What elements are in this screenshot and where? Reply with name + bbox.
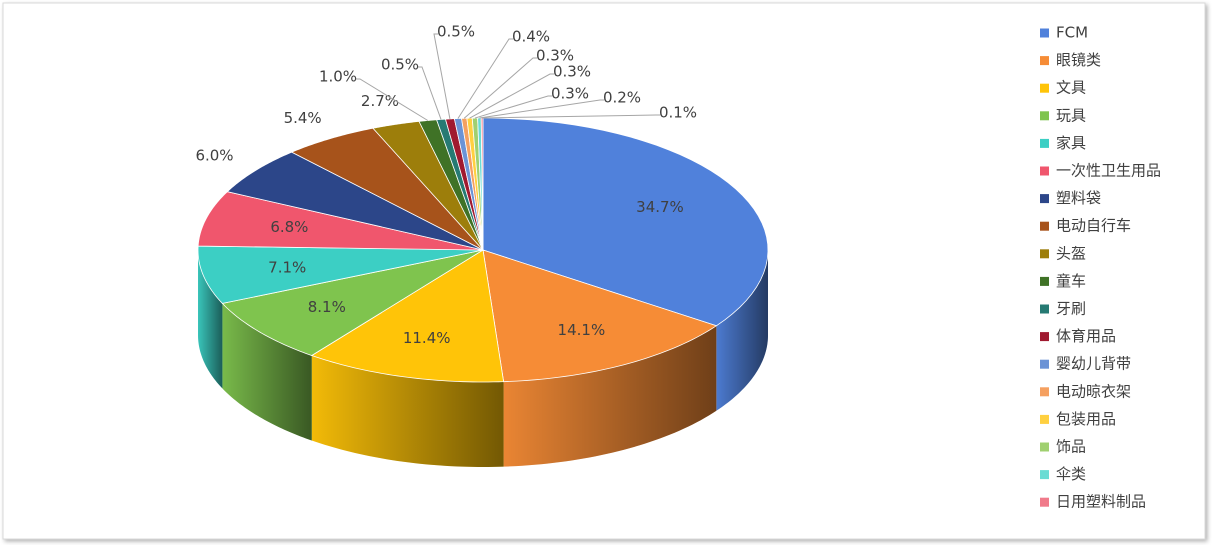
slice-side-shade — [222, 303, 312, 441]
legend-label: 文具 — [1056, 79, 1086, 97]
data-label: 14.1% — [558, 321, 606, 339]
legend-swatch — [1040, 221, 1049, 231]
data-label: 5.4% — [284, 109, 322, 127]
legend-label: 眼镜类 — [1056, 51, 1101, 69]
slice-side-shade — [716, 250, 768, 411]
leader-line — [469, 73, 554, 119]
slice — [197, 191, 484, 251]
slice — [482, 249, 718, 383]
legend-swatch — [1040, 194, 1049, 204]
legend-swatch — [1040, 276, 1049, 286]
data-label: 6.0% — [195, 147, 233, 165]
leader-line — [418, 66, 442, 120]
legend-swatch — [1040, 138, 1049, 148]
slice — [471, 117, 484, 251]
leader-line — [433, 33, 451, 119]
slice — [197, 245, 484, 304]
slice — [226, 151, 484, 251]
slice — [310, 249, 505, 383]
data-label: 6.8% — [270, 218, 308, 236]
slice — [221, 249, 484, 356]
legend-label: 包装用品 — [1056, 410, 1116, 428]
legend-swatch — [1040, 111, 1049, 121]
legend-swatch — [1040, 83, 1049, 93]
legend-label: 饰品 — [1056, 438, 1086, 456]
data-label: 34.7% — [636, 198, 684, 216]
legend-label: 童车 — [1056, 272, 1086, 290]
legend-swatch — [1040, 56, 1049, 66]
legend-swatch — [1040, 166, 1049, 176]
legend-swatch — [1040, 249, 1049, 259]
legend-swatch — [1040, 387, 1049, 397]
data-label: 0.3% — [553, 63, 591, 81]
data-label: 1.0% — [319, 68, 357, 86]
legend-label: FCM — [1056, 24, 1088, 42]
slice — [466, 117, 484, 251]
slice-side-shade — [198, 250, 223, 389]
legend-label: 日用塑料制品 — [1056, 493, 1146, 511]
data-label: 0.3% — [536, 47, 574, 65]
data-label: 8.1% — [308, 298, 346, 316]
slice — [372, 120, 484, 251]
data-label: 0.5% — [381, 56, 419, 74]
data-label: 0.1% — [659, 104, 697, 122]
legend-swatch — [1040, 414, 1049, 424]
slice-side-shade — [503, 325, 717, 467]
legend-label: 塑料袋 — [1056, 189, 1101, 207]
slice — [290, 127, 484, 251]
legend-label: 一次性卫生用品 — [1056, 162, 1161, 180]
legend-label: 伞类 — [1056, 465, 1086, 483]
legend-label: 头盔 — [1056, 244, 1086, 262]
leader-line — [479, 99, 604, 119]
slice — [461, 117, 484, 251]
legend-label: 家具 — [1056, 134, 1086, 152]
slice-side-shade — [311, 355, 504, 467]
leader-line — [356, 78, 429, 121]
legend-label: 婴幼儿背带 — [1056, 355, 1131, 373]
data-label: 0.2% — [603, 89, 641, 107]
legend-label: 电动晾衣架 — [1056, 382, 1131, 400]
data-label: 7.1% — [268, 258, 306, 276]
legend-label: 电动自行车 — [1056, 217, 1131, 235]
legend-swatch — [1040, 442, 1049, 452]
legend-swatch — [1040, 497, 1049, 507]
slice — [482, 117, 769, 327]
legend-swatch — [1040, 470, 1049, 480]
leader-line — [474, 95, 552, 119]
data-label: 0.5% — [437, 23, 475, 41]
legend-label: 体育用品 — [1056, 327, 1116, 345]
legend-label: 玩具 — [1056, 106, 1086, 124]
data-label: 0.4% — [512, 28, 550, 46]
data-label: 0.3% — [551, 85, 589, 103]
legend-swatch — [1040, 359, 1049, 369]
legend-swatch — [1040, 332, 1049, 342]
legend-swatch — [1040, 28, 1049, 38]
slice — [436, 118, 484, 251]
legend-label: 牙刷 — [1056, 300, 1086, 318]
legend-swatch — [1040, 304, 1049, 314]
leader-line — [463, 57, 537, 119]
leader-line — [482, 114, 660, 119]
data-label: 11.4% — [403, 329, 451, 347]
leader-line — [457, 38, 513, 119]
data-label: 2.7% — [361, 92, 399, 110]
